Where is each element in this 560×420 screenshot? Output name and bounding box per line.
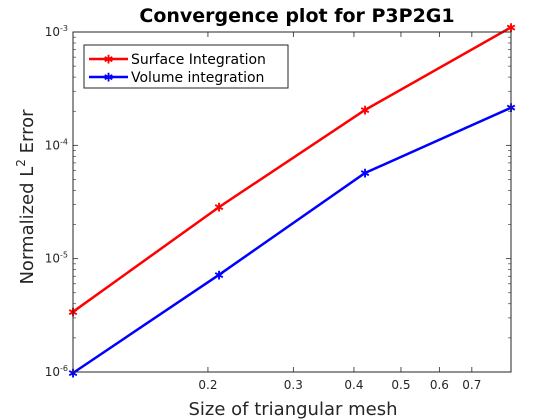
chart-title: Convergence plot for P3P2G1 [139, 5, 454, 27]
x-tick-label: 0.3 [284, 378, 303, 392]
data-point-1: ✱ [360, 167, 370, 181]
data-point-0: ✱ [360, 104, 370, 118]
y-axis-label-tail: Error [17, 109, 38, 159]
data-point-0: ✱ [506, 21, 516, 35]
data-point-1: ✱ [214, 268, 224, 282]
data-point-1: ✱ [68, 366, 78, 380]
x-axis-label: Size of triangular mesh [188, 399, 397, 420]
x-tick-label: 0.7 [462, 378, 481, 392]
y-axis-label-main: Normalized L [17, 167, 38, 285]
y-axis-label-sup: 2 [14, 159, 28, 167]
plot-area [73, 32, 511, 372]
axes-box [72, 31, 512, 373]
y-tick-label: 10-5 [45, 251, 68, 266]
y-axis-label: Normalized L2 Error [14, 109, 38, 285]
legend: ✱ Surface Integration ✱ Volume integrati… [83, 44, 289, 89]
series-line-1 [72, 106, 512, 375]
axes-frame [72, 31, 512, 373]
y-tick-label: 10-3 [45, 24, 68, 39]
legend-box [83, 44, 289, 89]
x-tick-label: 0.6 [430, 378, 449, 392]
x-tick-label: 0.2 [198, 378, 217, 392]
x-tick-label: 0.5 [391, 378, 410, 392]
x-tick-label: 0.4 [344, 378, 363, 392]
plot-background [73, 32, 511, 372]
series-line-0 [72, 26, 512, 313]
data-point-0: ✱ [214, 201, 224, 215]
legend-marker-volume: ✱ [103, 71, 113, 85]
legend-label-surface: Surface Integration [131, 52, 266, 68]
y-tick-label: 10-6 [45, 364, 68, 379]
x-axis-ticks: 0.2 0.3 0.4 0.5 0.6 0.7 [198, 32, 481, 392]
y-tick-label: 10-4 [45, 137, 68, 152]
legend-label-volume: Volume integration [131, 70, 264, 86]
legend-marker-surface: ✱ [103, 53, 113, 67]
